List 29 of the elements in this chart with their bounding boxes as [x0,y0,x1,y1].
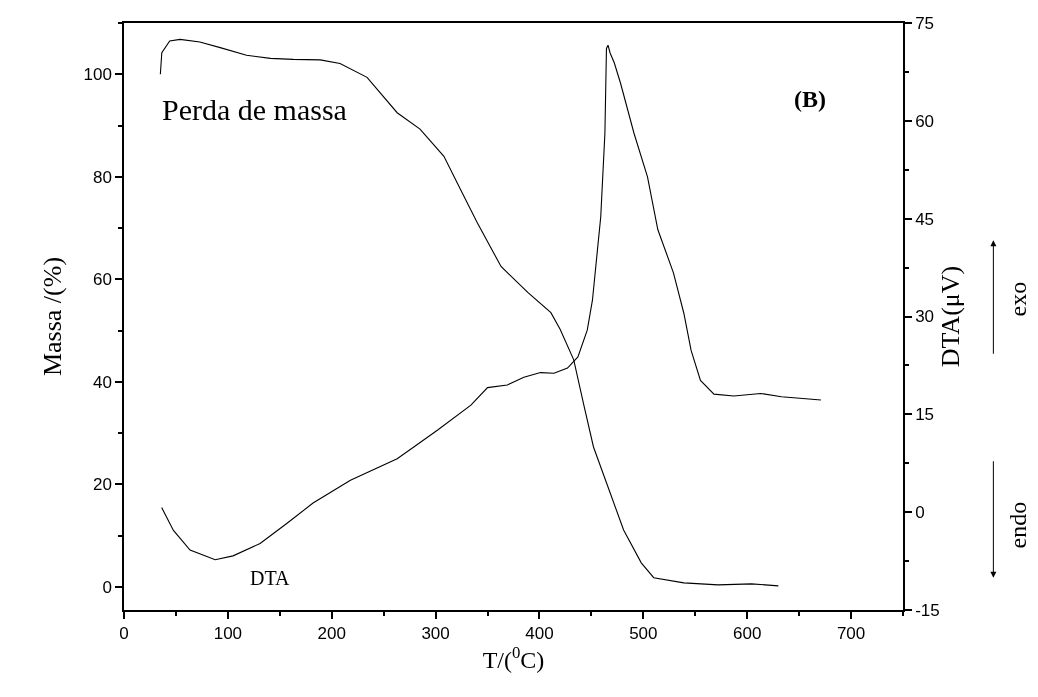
y2-tick-label: 45 [915,209,935,229]
y2-tick-label: 15 [915,405,935,425]
annotation: (B) [794,86,826,112]
y-tick-label: 0 [102,577,112,597]
text: exo [1004,281,1031,317]
y2-axis-title: DTA(μV) [935,265,965,368]
x-tick-label: 300 [421,624,450,644]
x-tick-label: 0 [119,624,129,644]
y2-tick-label: 0 [915,503,925,523]
text: endo [1004,501,1031,549]
y2-tick-label: 60 [915,111,935,131]
x-tick-label: 100 [213,624,243,644]
y-axis-title: Massa /(%) [38,256,68,377]
y-tick-label: 40 [92,372,112,392]
y-tick-label: 80 [92,167,112,187]
y2-tick-label: 75 [915,13,935,33]
series-label: Perda de massa [162,93,347,126]
x-tick-label: 600 [733,624,762,644]
x-tick-label: 500 [629,624,658,644]
x-tick-label: 700 [836,624,866,644]
y-tick-label: 60 [92,270,112,290]
y-tick-label: 20 [92,475,112,495]
x-tick-label: 400 [525,624,554,644]
x-axis-title: T/($^{0}$C) [482,643,545,674]
series-label: DTA [250,567,291,589]
y2-tick-label: -15 [915,600,940,620]
y-tick-label: 100 [83,65,112,85]
y2-tick-label: 30 [915,307,935,327]
x-tick-label: 200 [317,624,346,644]
